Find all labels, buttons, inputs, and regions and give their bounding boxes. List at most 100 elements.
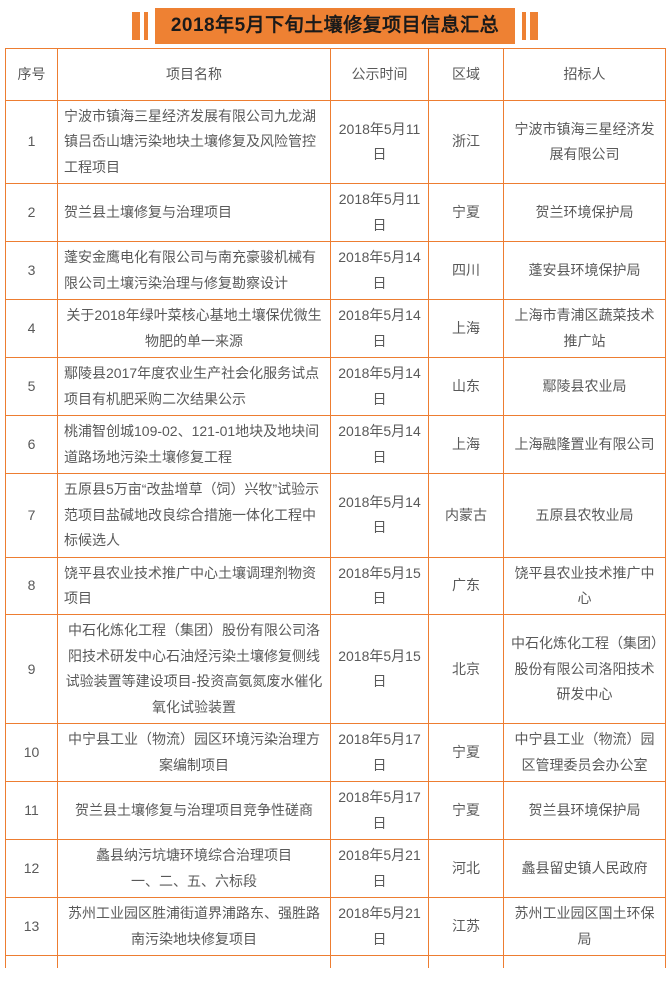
project-name-cell: 宁波市镇海三星经济发展有限公司九龙湖镇吕岙山塘污染地块土壤修复及风险管控工程项目 (57, 99, 331, 185)
project-name-cell: 关于2018年绿叶菜核心基地土壤保优微生物肥的单一来源 (57, 299, 331, 359)
banner-decor-bar-left-inner (143, 12, 148, 40)
row-index-cell: 9 (5, 614, 58, 725)
header-publish-date: 公示时间 (330, 48, 429, 101)
project-name-cell: 饶平县农业技术推广中心土壤调理剂物资项目 (57, 556, 331, 616)
publish-date-cell: 2018年5月14日 (330, 473, 429, 558)
publish-date-cell: 2018年5月15日 (330, 614, 429, 725)
projects-table: 序号 项目名称 公示时间 区域 招标人 1 宁波市镇海三星经济发展有限公司九龙湖镇… (5, 48, 666, 968)
banner-decor-bar-right-outer (530, 12, 539, 40)
row-index-cell: 1 (5, 99, 58, 185)
region-cell: 上海 (428, 415, 504, 475)
header-row: 序号 项目名称 公示时间 区域 招标人 (5, 48, 666, 101)
project-name-cell: 五原县5万亩“改盐增草（饲）兴牧”试验示范项目盐碱地改良综合措施一体化工程中标候… (57, 473, 331, 558)
row-index-cell: 10 (5, 723, 58, 783)
row-index-cell: 6 (5, 415, 58, 475)
banner-decor-bar-right-inner (522, 12, 527, 40)
region-cell: 宁夏 (428, 723, 504, 783)
region-cell: 山东 (428, 357, 504, 417)
bidder-cell: 蠡县留史镇人民政府 (503, 839, 666, 899)
table-row-partial (5, 955, 666, 968)
project-name-cell: 贺兰县土壤修复与治理项目竞争性磋商 (57, 781, 331, 841)
bidder-cell: 饶平县农业技术推广中心 (503, 556, 666, 616)
table-row: 9 中石化炼化工程（集团）股份有限公司洛阳技术研发中心石油烃污染土壤修复侧线试验装… (5, 614, 666, 725)
region-cell: 河北 (428, 839, 504, 899)
project-name-cell: 桃浦智创城109-02、121-01地块及地块间道路场地污染土壤修复工程 (57, 415, 331, 475)
bidder-cell: 苏州工业园区国土环保局 (503, 897, 666, 957)
publish-date-cell: 2018年5月11日 (330, 183, 429, 243)
project-name-cell: 鄢陵县2017年度农业生产社会化服务试点项目有机肥采购二次结果公示 (57, 357, 331, 417)
table-row: 7 五原县5万亩“改盐增草（饲）兴牧”试验示范项目盐碱地改良综合措施一体化工程中标… (5, 473, 666, 558)
bidder-cell: 上海融隆置业有限公司 (503, 415, 666, 475)
region-cell: 北京 (428, 614, 504, 725)
project-name-cell: 蠡县纳污坑塘环境综合治理项目 一、二、五、六标段 (57, 839, 331, 899)
empty-cell (330, 955, 429, 968)
publish-date-cell: 2018年5月17日 (330, 723, 429, 783)
empty-cell (5, 955, 58, 968)
publish-date-cell: 2018年5月14日 (330, 357, 429, 417)
region-cell: 浙江 (428, 99, 504, 185)
table-row: 11 贺兰县土壤修复与治理项目竞争性磋商 2018年5月17日 宁夏 贺兰县环境保护局 (5, 781, 666, 841)
bidder-cell: 宁波市镇海三星经济发展有限公司 (503, 99, 666, 185)
bidder-cell: 五原县农牧业局 (503, 473, 666, 558)
bidder-cell: 中石化炼化工程（集团）股份有限公司洛阳技术研发中心 (503, 614, 666, 725)
region-cell: 江苏 (428, 897, 504, 957)
row-index-cell: 2 (5, 183, 58, 243)
row-index-cell: 7 (5, 473, 58, 558)
project-name-cell: 苏州工业园区胜浦街道界浦路东、强胜路南污染地块修复项目 (57, 897, 331, 957)
bidder-cell: 中宁县工业（物流）园区管理委员会办公室 (503, 723, 666, 783)
empty-cell (428, 955, 504, 968)
publish-date-cell: 2018年5月14日 (330, 241, 429, 301)
table-row: 6 桃浦智创城109-02、121-01地块及地块间道路场地污染土壤修复工程 201… (5, 415, 666, 475)
publish-date-cell: 2018年5月15日 (330, 556, 429, 616)
bidder-cell: 贺兰环境保护局 (503, 183, 666, 243)
row-index-cell: 3 (5, 241, 58, 301)
table-row: 8 饶平县农业技术推广中心土壤调理剂物资项目 2018年5月15日 广东 饶平县农业技术… (5, 556, 666, 616)
table-row: 10 中宁县工业（物流）园区环境污染治理方案编制项目 2018年5月17日 宁夏 中宁县… (5, 723, 666, 783)
header-project-name: 项目名称 (57, 48, 331, 101)
region-cell: 四川 (428, 241, 504, 301)
table-row: 3 蓬安金鹰电化有限公司与南充豪骏机械有限公司土壤污染治理与修复勘察设计 2018年… (5, 241, 666, 301)
publish-date-cell: 2018年5月14日 (330, 415, 429, 475)
publish-date-cell: 2018年5月17日 (330, 781, 429, 841)
project-name-cell: 贺兰县土壤修复与治理项目 (57, 183, 331, 243)
region-cell: 上海 (428, 299, 504, 359)
bidder-cell: 鄢陵县农业局 (503, 357, 666, 417)
region-cell: 内蒙古 (428, 473, 504, 558)
empty-cell (57, 955, 331, 968)
project-name-cell: 中宁县工业（物流）园区环境污染治理方案编制项目 (57, 723, 331, 783)
row-index-cell: 11 (5, 781, 58, 841)
publish-date-cell: 2018年5月21日 (330, 839, 429, 899)
bidder-cell: 蓬安县环境保护局 (503, 241, 666, 301)
row-index-cell: 4 (5, 299, 58, 359)
table-body: 1 宁波市镇海三星经济发展有限公司九龙湖镇吕岙山塘污染地块土壤修复及风险管控工程项… (5, 99, 666, 968)
publish-date-cell: 2018年5月11日 (330, 99, 429, 185)
header-bidder: 招标人 (503, 48, 666, 101)
banner-decor-bar-left-outer (131, 12, 140, 40)
bidder-cell: 贺兰县环境保护局 (503, 781, 666, 841)
row-index-cell: 8 (5, 556, 58, 616)
table-row: 1 宁波市镇海三星经济发展有限公司九龙湖镇吕岙山塘污染地块土壤修复及风险管控工程项… (5, 99, 666, 185)
header-row-index: 序号 (5, 48, 58, 101)
row-index-cell: 5 (5, 357, 58, 417)
table-row: 12 蠡县纳污坑塘环境综合治理项目 一、二、五、六标段 2018年5月21日 河北 蠡县… (5, 839, 666, 899)
project-name-cell: 蓬安金鹰电化有限公司与南充豪骏机械有限公司土壤污染治理与修复勘察设计 (57, 241, 331, 301)
table-row: 4 关于2018年绿叶菜核心基地土壤保优微生物肥的单一来源 2018年5月14日 上海… (5, 299, 666, 359)
publish-date-cell: 2018年5月21日 (330, 897, 429, 957)
table-row: 5 鄢陵县2017年度农业生产社会化服务试点项目有机肥采购二次结果公示 2018年5… (5, 357, 666, 417)
bidder-cell: 上海市青浦区蔬菜技术推广站 (503, 299, 666, 359)
header-region: 区域 (428, 48, 504, 101)
row-index-cell: 12 (5, 839, 58, 899)
row-index-cell: 13 (5, 897, 58, 957)
project-name-cell: 中石化炼化工程（集团）股份有限公司洛阳技术研发中心石油烃污染土壤修复侧线试验装置… (57, 614, 331, 725)
region-cell: 广东 (428, 556, 504, 616)
page-title: 2018年5月下旬土壤修复项目信息汇总 (154, 8, 516, 44)
empty-cell (503, 955, 666, 968)
table-row: 2 贺兰县土壤修复与治理项目 2018年5月11日 宁夏 贺兰环境保护局 (5, 183, 666, 243)
table-header: 序号 项目名称 公示时间 区域 招标人 (5, 48, 666, 101)
region-cell: 宁夏 (428, 781, 504, 841)
publish-date-cell: 2018年5月14日 (330, 299, 429, 359)
title-banner: 2018年5月下旬土壤修复项目信息汇总 (0, 8, 670, 44)
region-cell: 宁夏 (428, 183, 504, 243)
table-row: 13 苏州工业园区胜浦街道界浦路东、强胜路南污染地块修复项目 2018年5月21日江… (5, 897, 666, 957)
